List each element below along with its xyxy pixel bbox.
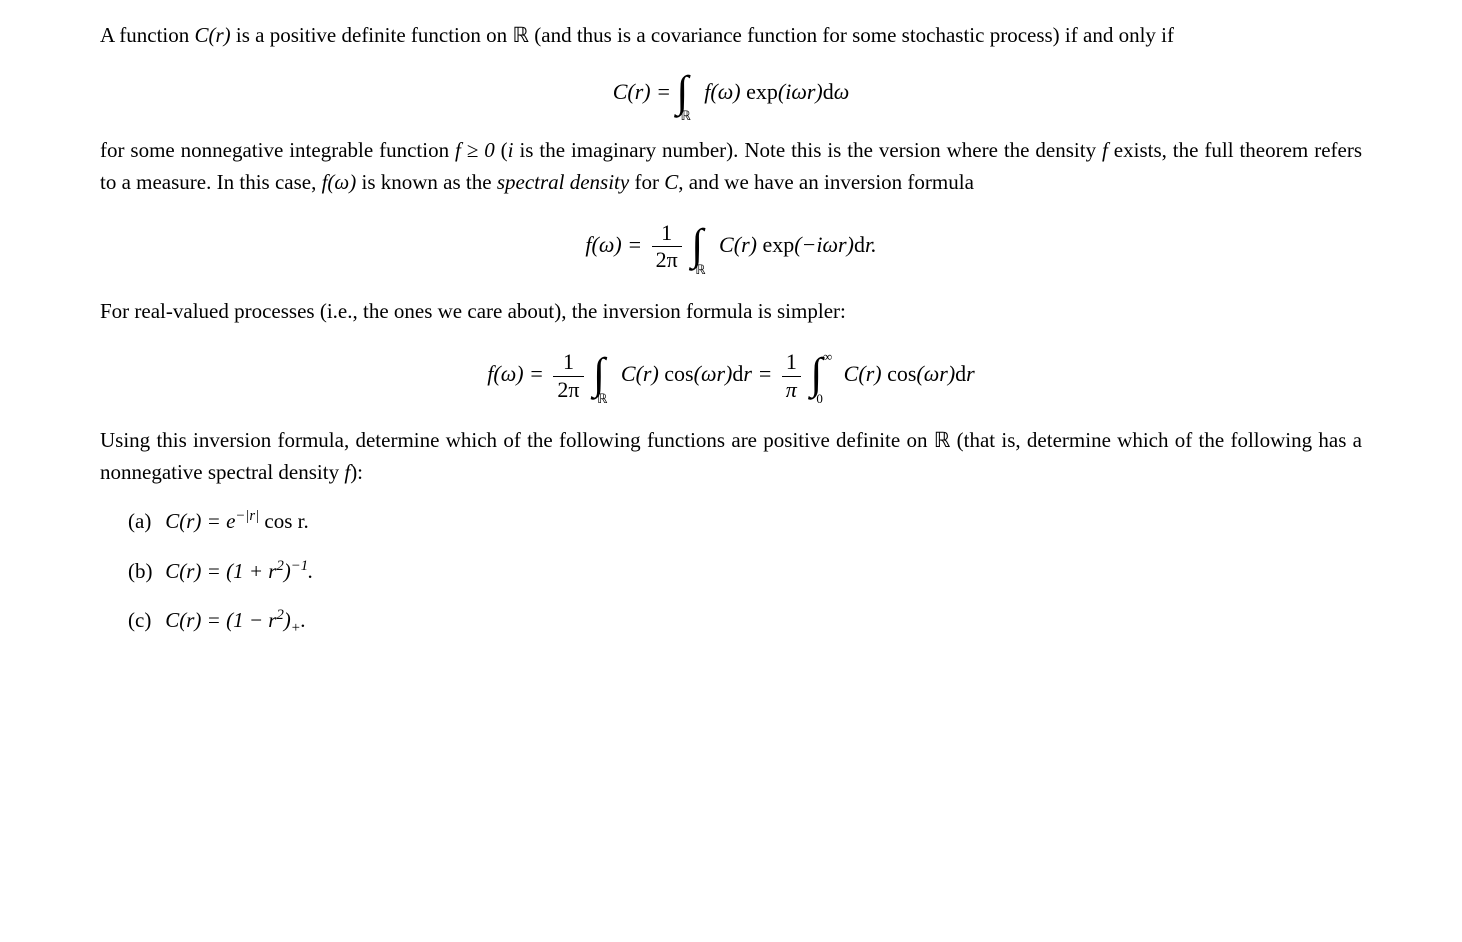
para4-text-a: Using this inversion formula, determine … [100,428,934,452]
eq3-mid: C(r) cos(ωr)dr = [621,361,778,386]
spectral-density-term: spectral density [497,170,629,194]
eq3-frac-2: 1 π [782,349,801,403]
math-C-of-r: C(r) [195,23,231,47]
para2-text-c: is the imaginary number). Note this is t… [514,138,1103,162]
item-b-text-a: C(r) = (1 + r [165,559,276,583]
item-c-sub: + [291,620,301,636]
eq3-integral-1: ∫ℝ [593,356,615,396]
math-f-geq-0: f ≥ 0 [455,138,495,162]
eq2-int-lower: ℝ [695,262,705,277]
question-list: (a) C(r) = e−|r| cos r. (b) C(r) = (1 + … [100,506,1362,637]
equation-2: f(ω) = 1 2π ∫ℝ C(r) exp(−iωr)dr. [100,220,1362,274]
para1-text-a: A function [100,23,195,47]
para2-text-b: ( [495,138,508,162]
item-a-label: (a) [128,506,160,538]
integral-sign-2: ∫ [691,225,703,265]
para2-text-e: is known as the [356,170,497,194]
eq1-lhs: C(r) = [613,78,677,103]
eq3-frac-1: 1 2π [553,349,583,403]
item-c-text-a: C(r) = (1 − r [165,608,276,632]
para1-text-c: (and thus is a covariance function for s… [529,23,1174,47]
paragraph-1: A function C(r) is a positive definite f… [100,20,1362,52]
paragraph-2: for some nonnegative integrable function… [100,135,1362,198]
eq2-lhs: f(ω) = [585,232,647,257]
item-b-sup2: −1 [291,558,308,574]
eq3-frac1-den: 2π [553,377,583,403]
integral-sign-1: ∫ [676,72,688,112]
item-a-sup: −|r| [235,508,259,524]
eq3-integral-2: ∫0∞ [810,356,838,396]
item-c-sup1: 2 [276,607,283,623]
list-item-c: (c) C(r) = (1 − r2)+. [128,605,1362,637]
para4-text-c: ): [350,460,363,484]
list-item-a: (a) C(r) = e−|r| cos r. [128,506,1362,538]
para3-text: For real-valued processes (i.e., the one… [100,299,846,323]
eq3-frac2-num: 1 [782,349,801,376]
item-b-text-b: ) [284,559,291,583]
eq3-rhs: C(r) cos(ωr)dr [844,361,975,386]
para1-text-b: is a positive definite function on [231,23,513,47]
item-a-text-a: C(r) = e [165,509,235,533]
item-b-expr: C(r) = (1 + r2)−1. [165,559,313,583]
item-b-text-c: . [308,559,313,583]
para2-text-g: , and we have an inversion formula [678,170,974,194]
blackboard-R-2: ℝ [934,428,951,452]
item-c-text-b: ) [284,608,291,632]
eq3-lhs: f(ω) = [487,361,549,386]
eq3-int2-upper: ∞ [823,349,832,364]
para2-text-f: for [629,170,664,194]
eq1-int-lower: ℝ [680,108,690,123]
item-c-text-c: . [301,608,306,632]
equation-3: f(ω) = 1 2π ∫ℝ C(r) cos(ωr)dr = 1 π ∫0∞ … [100,349,1362,403]
equation-1: C(r) = ∫ℝ f(ω) exp(iωr)dω [100,74,1362,114]
eq3-int1-lower: ℝ [597,391,607,406]
eq1-integral: ∫ℝ [676,74,698,114]
paragraph-4: Using this inversion formula, determine … [100,425,1362,488]
item-b-label: (b) [128,556,160,588]
math-f-omega: f(ω) [322,170,357,194]
eq3-frac1-num: 1 [553,349,583,376]
eq3-frac2-den: π [782,377,801,403]
item-c-expr: C(r) = (1 − r2)+. [165,608,306,632]
item-b-sup1: 2 [276,558,283,574]
integral-sign-3b: ∫ [810,354,822,394]
item-c-label: (c) [128,605,160,637]
paragraph-3: For real-valued processes (i.e., the one… [100,296,1362,328]
item-a-text-b: cos r. [259,509,309,533]
integral-sign-3a: ∫ [593,354,605,394]
blackboard-R-1: ℝ [512,23,529,47]
list-item-b: (b) C(r) = (1 + r2)−1. [128,556,1362,588]
eq3-int2-lower: 0 [816,391,823,406]
eq1-integrand: f(ω) exp(iωr)dω [704,78,849,103]
eq2-integrand: C(r) exp(−iωr)dr. [719,232,877,257]
eq2-frac-den: 2π [652,247,682,273]
math-C: C [664,170,678,194]
eq2-frac: 1 2π [652,220,682,274]
para2-text-a: for some nonnegative integrable function [100,138,455,162]
eq2-frac-num: 1 [652,220,682,247]
eq2-integral: ∫ℝ [691,227,713,267]
item-a-expr: C(r) = e−|r| cos r. [165,509,308,533]
